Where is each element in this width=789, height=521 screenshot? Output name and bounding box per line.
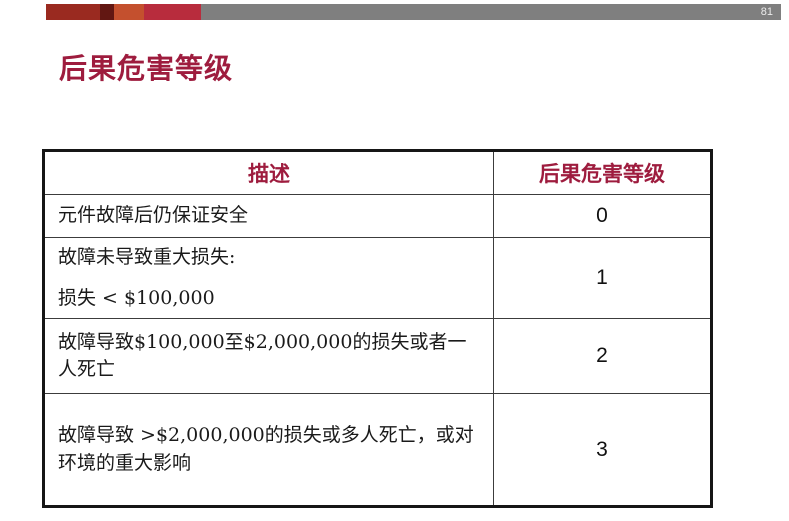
description-line: 损失 < $100,000 — [58, 286, 215, 309]
level-cell: 0 — [493, 194, 712, 238]
description-line: 故障导致 >$2,000,000的损失或多人死亡，或对环境的重大影响 — [58, 424, 474, 474]
header-hazard-level: 后果危害等级 — [493, 150, 712, 195]
description-line: 故障未导致重大损失: — [58, 246, 236, 268]
description-cell: 元件故障后仍保证安全 — [43, 194, 494, 238]
consequence-hazard-table: 描述 后果危害等级 元件故障后仍保证安全 0 故障未导致重大损失: 损失 < $100… — [42, 149, 713, 509]
slide-title: 后果危害等级 — [59, 52, 234, 85]
description-cell: 故障未导致重大损失: 损失 < $100,000 — [43, 236, 494, 320]
level-cell: 1 — [493, 236, 712, 320]
table-row: 故障导致$100,000至$2,000,000的损失或者一人死亡 2 — [43, 318, 712, 395]
description-line: 元件故障后仍保证安全 — [58, 204, 249, 227]
table-row: 故障未导致重大损失: 损失 < $100,000 1 — [43, 236, 712, 320]
description-cell: 故障导致$100,000至$2,000,000的损失或者一人死亡 — [43, 318, 494, 395]
page-number: 81 — [760, 6, 773, 18]
header-description: 描述 — [43, 150, 494, 195]
top-decoration-bar: 81 — [46, 4, 781, 20]
decoration-block-4 — [144, 4, 201, 20]
table-header-row: 描述 后果危害等级 — [43, 150, 712, 195]
level-cell: 3 — [493, 393, 712, 508]
description-cell: 故障导致 >$2,000,000的损失或多人死亡，或对环境的重大影响 — [43, 393, 494, 508]
level-cell: 2 — [493, 318, 712, 395]
table-row: 故障导致 >$2,000,000的损失或多人死亡，或对环境的重大影响 3 — [43, 393, 712, 508]
decoration-block-1 — [46, 4, 100, 20]
table-row: 元件故障后仍保证安全 0 — [43, 194, 712, 238]
description-line: 故障导致$100,000至$2,000,000的损失或者一人死亡 — [58, 330, 467, 381]
page-number-bar: 81 — [201, 4, 781, 20]
decoration-block-2 — [100, 4, 114, 20]
decoration-block-3 — [114, 4, 144, 20]
